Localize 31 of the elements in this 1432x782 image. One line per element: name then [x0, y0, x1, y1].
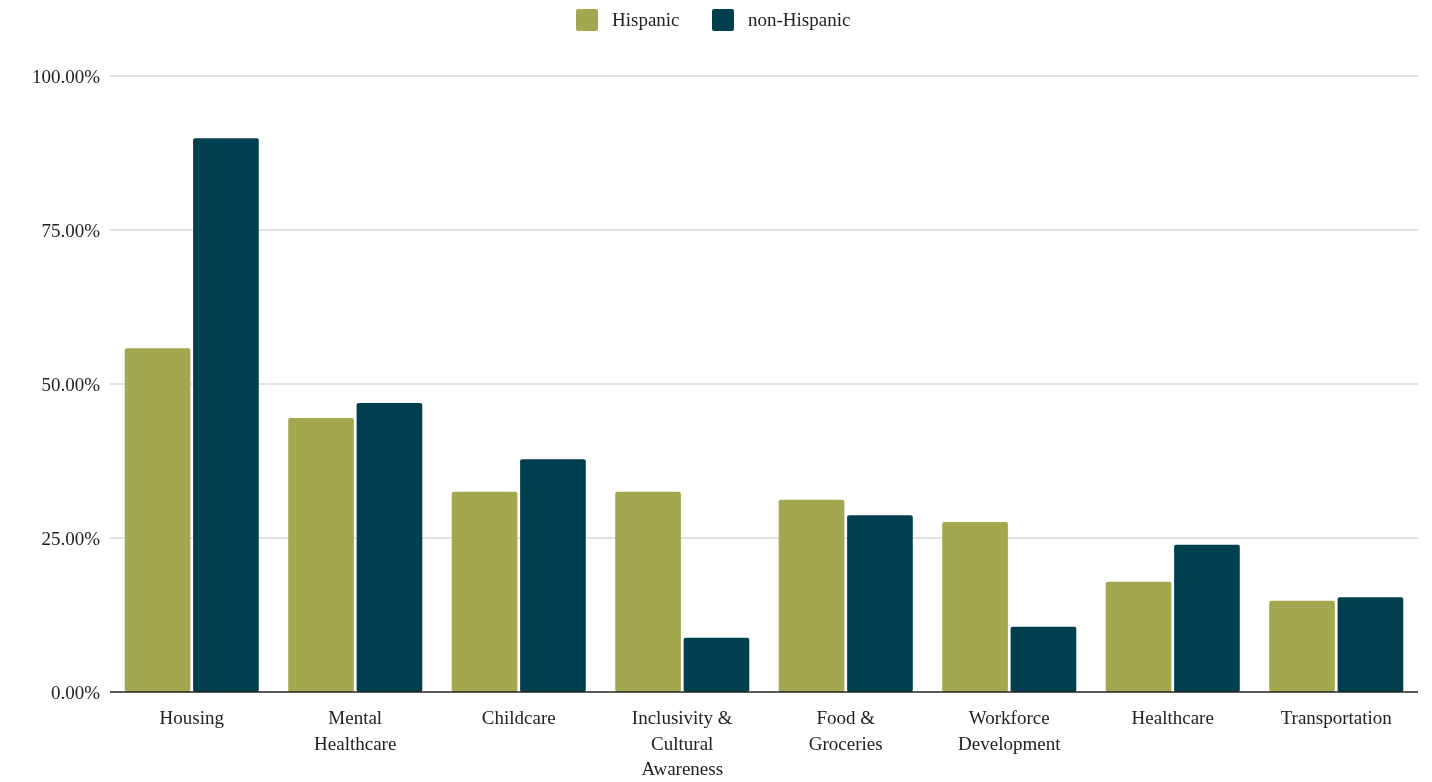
bar: [520, 459, 586, 692]
y-tick-label: 25.00%: [41, 527, 101, 549]
bar: [778, 499, 845, 692]
bar: [1174, 544, 1240, 692]
bar: [942, 521, 1008, 692]
y-tick-label: 100.00%: [31, 65, 101, 87]
bar: [451, 491, 518, 692]
bar: [847, 515, 913, 692]
x-tick-label: Food & Groceries: [808, 707, 883, 754]
legend-label: non-Hispanic: [748, 9, 851, 30]
bar: [193, 138, 259, 692]
x-tick-label: Inclusivity & Cultural Awareness: [631, 707, 733, 779]
bar: [683, 637, 750, 692]
x-tick-label: Mental Healthcare: [314, 707, 397, 754]
x-tick-label: Transportation: [1280, 707, 1393, 728]
bar: [1337, 597, 1404, 692]
x-tick-label: Healthcare: [1131, 707, 1214, 728]
bar: [615, 491, 681, 692]
bar: [124, 348, 191, 692]
bar: [288, 417, 354, 692]
y-tick-label: 75.00%: [41, 219, 101, 241]
bar: [356, 403, 423, 692]
x-tick-label: Childcare: [481, 707, 556, 728]
y-tick-label: 0.00%: [50, 681, 101, 703]
x-tick-label: Workforce Development: [958, 707, 1062, 754]
bar: [1105, 581, 1172, 692]
x-tick-label: Housing: [159, 707, 225, 728]
bar: [1010, 626, 1077, 692]
y-tick-label: 50.00%: [41, 373, 101, 395]
bar: [1269, 600, 1335, 692]
legend-label: Hispanic: [612, 9, 680, 30]
